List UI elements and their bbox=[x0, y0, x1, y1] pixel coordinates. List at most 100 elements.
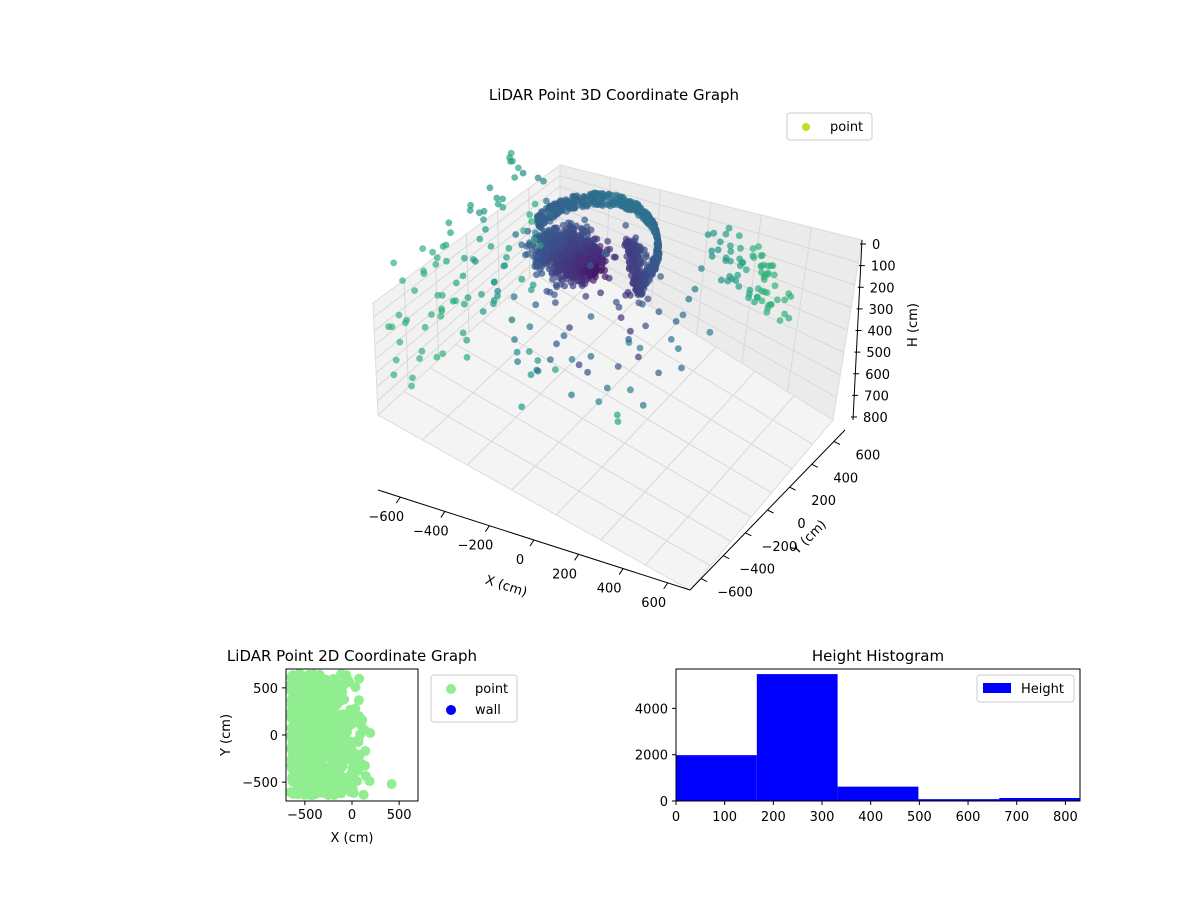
point-3d bbox=[575, 361, 583, 369]
hist-bar bbox=[999, 797, 1080, 801]
grid-line-floor-y bbox=[555, 346, 717, 516]
point-3d bbox=[787, 293, 795, 300]
point-3d bbox=[639, 300, 646, 308]
point-3d bbox=[439, 243, 447, 250]
point-3d bbox=[461, 300, 468, 308]
point-3d bbox=[637, 283, 645, 291]
point-3d bbox=[438, 307, 446, 315]
x-tick-mark-3d bbox=[529, 539, 535, 547]
point-cloud-2d bbox=[286, 669, 397, 801]
point-3d bbox=[434, 291, 442, 299]
point-3d bbox=[403, 316, 410, 324]
x-axis-label-2d: X (cm) bbox=[331, 831, 374, 846]
x-axis-label-3d: X (cm) bbox=[483, 573, 529, 601]
point-3d bbox=[511, 174, 519, 181]
point-cloud-3d bbox=[385, 149, 795, 425]
point-3d bbox=[463, 353, 471, 361]
point-3d bbox=[533, 271, 540, 279]
hist-x-tick-label: 500 bbox=[907, 810, 932, 825]
y-tick-label-2d: 500 bbox=[253, 682, 278, 697]
plot-3d: LiDAR Point 3D Coordinate Graph −600 −400… bbox=[368, 86, 921, 611]
point-3d bbox=[525, 348, 533, 355]
point-3d bbox=[518, 275, 526, 283]
point-3d bbox=[568, 391, 575, 399]
point-3d bbox=[587, 352, 595, 360]
point-2d bbox=[328, 677, 339, 687]
point-3d bbox=[532, 301, 540, 309]
point-3d bbox=[738, 258, 746, 266]
point-3d bbox=[433, 254, 441, 262]
point-3d bbox=[519, 169, 527, 177]
point-3d bbox=[512, 231, 520, 238]
point-3d bbox=[657, 273, 664, 280]
point-3d bbox=[439, 350, 447, 357]
point-3d bbox=[409, 374, 416, 382]
point-3d bbox=[390, 259, 398, 267]
point-2d bbox=[320, 740, 331, 751]
point-3d bbox=[529, 281, 537, 289]
point-3d bbox=[602, 250, 609, 258]
point-3d bbox=[758, 262, 765, 270]
legend-hist: Height bbox=[976, 674, 1075, 703]
point-3d bbox=[567, 278, 575, 286]
point-2d bbox=[342, 674, 353, 685]
point-3d bbox=[486, 184, 494, 192]
x-tick-label-3d: −400 bbox=[413, 524, 449, 539]
point-3d bbox=[503, 254, 510, 261]
point-3d bbox=[636, 250, 644, 258]
point-3d bbox=[614, 418, 622, 425]
hist-ticks: 0 100 200 300 400 500 600 700 800 0 2000 4000 bbox=[635, 702, 1078, 825]
point-2d bbox=[288, 724, 299, 735]
point-3d bbox=[706, 328, 714, 336]
legend-2d-point-marker bbox=[446, 684, 456, 694]
point-3d bbox=[518, 403, 526, 411]
point-3d bbox=[432, 261, 440, 268]
point-3d bbox=[755, 243, 762, 251]
point-2d bbox=[313, 764, 323, 775]
point-3d bbox=[585, 257, 593, 264]
hist-x-tick-label: 300 bbox=[810, 810, 835, 825]
point-3d bbox=[612, 298, 620, 306]
point-3d bbox=[552, 366, 559, 373]
point-3d bbox=[760, 273, 768, 281]
point-3d bbox=[447, 229, 454, 237]
point-3d bbox=[491, 278, 498, 286]
grid-line-floor-x bbox=[429, 367, 732, 542]
point-3d bbox=[543, 197, 550, 205]
point-3d bbox=[714, 246, 722, 254]
point-3d bbox=[770, 271, 778, 279]
z-tick-label-3d: 200 bbox=[870, 281, 895, 296]
y-tick-mark-3d bbox=[745, 532, 752, 537]
point-3d bbox=[515, 164, 522, 172]
point-2d bbox=[305, 711, 316, 722]
point-3d bbox=[487, 243, 495, 250]
point-3d bbox=[590, 236, 598, 244]
point-3d bbox=[584, 368, 591, 376]
point-3d bbox=[734, 271, 742, 279]
point-3d bbox=[494, 292, 501, 300]
z-tick-label-3d: 300 bbox=[869, 303, 894, 318]
hist-bar bbox=[676, 755, 757, 801]
point-3d bbox=[443, 257, 450, 265]
point-3d bbox=[655, 308, 663, 316]
point-3d bbox=[530, 236, 538, 244]
hist-x-tick-label: 600 bbox=[956, 810, 981, 825]
hist-y-tick-label: 4000 bbox=[635, 702, 668, 717]
hist-title: Height Histogram bbox=[812, 647, 944, 665]
point-3d bbox=[646, 274, 653, 282]
z-tick-label-3d: 600 bbox=[865, 368, 890, 383]
point-3d bbox=[749, 245, 757, 252]
point-3d bbox=[622, 222, 630, 229]
point-3d bbox=[758, 297, 766, 305]
point-2d bbox=[307, 669, 318, 680]
point-3d bbox=[461, 254, 468, 262]
point-3d bbox=[549, 276, 556, 283]
point-3d bbox=[601, 273, 609, 280]
point-3d bbox=[708, 247, 716, 255]
point-3d bbox=[774, 296, 781, 304]
point-2d bbox=[330, 776, 341, 787]
point-3d bbox=[749, 252, 757, 260]
point-3d bbox=[587, 262, 594, 270]
y-tick-mark-3d bbox=[700, 578, 708, 583]
point-3d bbox=[553, 283, 560, 291]
